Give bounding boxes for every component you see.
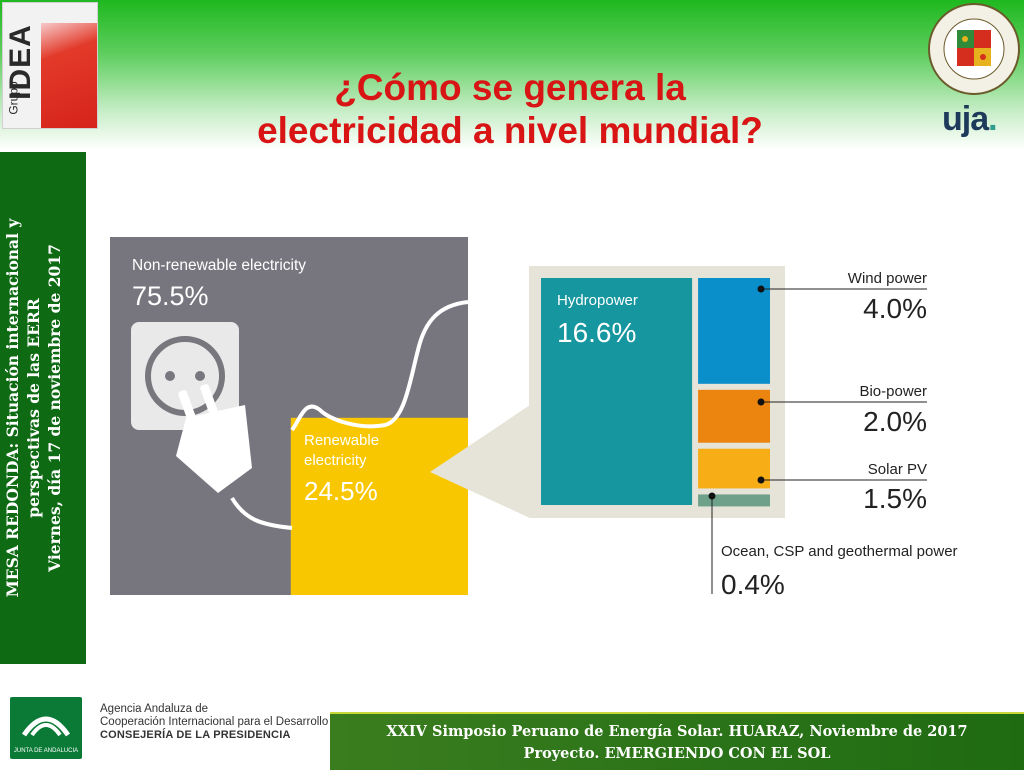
sidebar-panel: MESA REDONDA: Situación internacional y … bbox=[0, 152, 86, 664]
ocean-marker bbox=[708, 492, 716, 500]
wind-value: 4.0% bbox=[863, 293, 927, 324]
wind-power-block bbox=[698, 278, 770, 384]
footer-banner-line-2: Proyecto. EMERGIENDO CON EL SOL bbox=[523, 745, 831, 762]
bio-marker bbox=[757, 398, 765, 406]
non-renewable-value: 75.5% bbox=[132, 281, 209, 311]
page-title: ¿Cómo se genera la electricidad a nivel … bbox=[150, 66, 870, 152]
hydropower-value: 16.6% bbox=[557, 317, 636, 348]
renewable-block bbox=[290, 417, 468, 595]
footer-banner-line-1: XXIV Simposio Peruano de Energía Solar. … bbox=[386, 723, 968, 740]
ocean-value: 0.4% bbox=[721, 569, 785, 600]
wind-label: Wind power bbox=[848, 270, 927, 287]
solar-label: Solar PV bbox=[868, 461, 927, 478]
ocean-label: Ocean, CSP and geothermal power bbox=[721, 543, 958, 560]
ja-caption: JUNTA DE ANDALUCIA bbox=[13, 748, 79, 754]
grupo-idea-logo: IDEA Grupo bbox=[2, 2, 98, 129]
bio-power-block bbox=[698, 389, 770, 443]
non-renewable-label: Non-renewable electricity bbox=[132, 257, 306, 274]
arch-emblem-icon bbox=[21, 716, 71, 737]
bio-value: 2.0% bbox=[863, 406, 927, 437]
power-cable-upper bbox=[290, 300, 469, 432]
renewable-label-line-1: Renewable bbox=[304, 432, 379, 449]
renewable-value: 24.5% bbox=[304, 476, 378, 506]
hydropower-label: Hydropower bbox=[557, 292, 638, 309]
university-seal-icon bbox=[928, 3, 1020, 95]
title-line-2: electricidad a nivel mundial? bbox=[257, 110, 763, 151]
uja-logo-text: uja. bbox=[942, 100, 998, 138]
header-band bbox=[0, 0, 1024, 150]
renewable-label-line-2: electricity bbox=[304, 452, 367, 469]
callout-wedge bbox=[430, 405, 530, 518]
agency-text: Agencia Andaluza de Cooperación Internac… bbox=[100, 703, 328, 742]
logo-red-block bbox=[41, 23, 97, 128]
wind-marker bbox=[757, 285, 765, 293]
bio-label: Bio-power bbox=[859, 383, 927, 400]
hydropower-block bbox=[541, 278, 693, 505]
agency-line-2: Cooperación Internacional para el Desarr… bbox=[100, 716, 329, 728]
junta-andalucia-logo: JUNTA DE ANDALUCIA bbox=[10, 697, 82, 759]
footer-banner: XXIV Simposio Peruano de Energía Solar. … bbox=[330, 712, 1024, 770]
power-cable-icon bbox=[230, 496, 293, 530]
agency-line-3: CONSEJERÍA DE LA PRESIDENCIA bbox=[100, 729, 291, 741]
ocean-block bbox=[698, 494, 770, 507]
solar-marker bbox=[757, 476, 765, 484]
agency-line-1: Agencia Andaluza de bbox=[100, 703, 209, 715]
plug-icon bbox=[176, 384, 252, 493]
title-line-1: ¿Cómo se genera la bbox=[334, 67, 686, 108]
solar-value: 1.5% bbox=[863, 483, 927, 514]
